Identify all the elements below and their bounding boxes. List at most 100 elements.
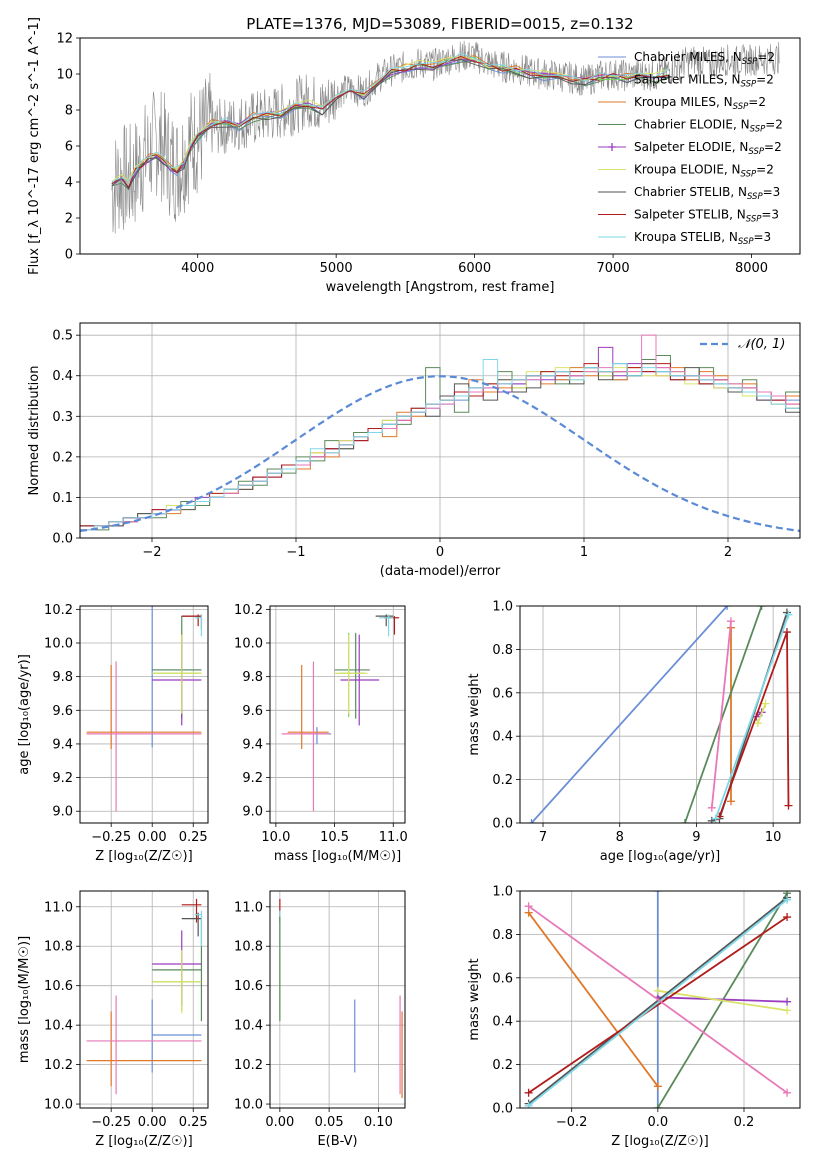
y-tick-label: 10.6 xyxy=(44,979,73,994)
weight-point xyxy=(653,986,662,995)
y-axis-label: Normed distribution xyxy=(27,366,42,496)
legend-label: Kroupa ELODIE, N xyxy=(634,163,741,177)
chart-residuals: −2 −1 0 1 2 0.0 0.1 0.2 0.3 0.4 0.5 (data-model)/er… xyxy=(27,322,801,579)
y-tick-label: 9.8 xyxy=(242,670,263,685)
weight-point xyxy=(680,819,689,823)
weight-line xyxy=(657,989,788,1012)
y-axis-label: Flux [f_λ 10^-17 erg cm^-2 s^-1 A^-1] xyxy=(27,17,42,275)
y-tick-label: 10.0 xyxy=(234,1098,263,1113)
legend-suffix: =2 xyxy=(756,73,774,87)
legend-label: Kroupa STELIB, N xyxy=(634,230,738,244)
legend-subscript: SSP xyxy=(733,102,749,112)
model-spectrum-line xyxy=(111,52,669,183)
legend-entry: Chabrier ELODIE, NSSP=2 xyxy=(634,118,783,135)
errorbar-plot-area xyxy=(279,898,403,1099)
x-axis-label: Z [log₁₀(Z/Z☉)] xyxy=(95,849,192,864)
y-tick-label: 10.2 xyxy=(44,603,73,618)
y-tick-label: 0.2 xyxy=(52,450,73,465)
y-tick-label: 10.2 xyxy=(234,1058,263,1073)
chart-massweight_vs_Z: −0.2 0.0 0.2 0.0 0.2 0.4 0.6 0.8 1.0 Z [log₁₀(Z/Z… xyxy=(467,885,801,1149)
legend-suffix: =2 xyxy=(764,140,782,154)
y-tick-label: 10.2 xyxy=(44,1058,73,1073)
gaussian-curve xyxy=(80,375,800,532)
legend-entry: Kroupa MILES, NSSP=2 xyxy=(634,95,766,112)
y-tick-label: 0.8 xyxy=(492,928,513,943)
y-tick-label: 1.0 xyxy=(492,885,513,900)
legend-label: Salpeter ELODIE, N xyxy=(634,140,748,154)
weight-line xyxy=(684,606,763,823)
x-tick-label: 0 xyxy=(436,545,444,560)
y-tick-label: 0 xyxy=(65,248,73,263)
y-tick-label: 10.2 xyxy=(234,603,263,618)
x-tick-label: 9 xyxy=(692,830,700,845)
y-tick-label: 10.0 xyxy=(234,637,263,652)
histogram-step xyxy=(80,359,800,538)
y-axis-label: mass [log₁₀(M/M☉)] xyxy=(17,936,32,1063)
weight-point xyxy=(524,1101,533,1108)
y-tick-label: 2 xyxy=(65,212,73,227)
legend-label: Kroupa MILES, N xyxy=(634,95,733,109)
weight-line xyxy=(528,898,788,1107)
y-tick-label: 0.3 xyxy=(52,410,73,425)
x-axis-label: mass [log₁₀(M/M☉)] xyxy=(274,849,401,864)
weight-line xyxy=(710,621,732,808)
weight-point xyxy=(524,902,533,911)
x-tick-label: −1 xyxy=(286,545,305,560)
weight-point xyxy=(653,1104,662,1108)
y-tick-label: 10.4 xyxy=(44,1019,73,1034)
legend-subscript: SSP xyxy=(750,125,766,135)
y-tick-label: 8 xyxy=(65,104,73,119)
legend-subscript: SSP xyxy=(741,80,757,90)
legend-entry: 𝒩(0, 1) xyxy=(738,337,785,352)
x-tick-label: 10.5 xyxy=(320,830,349,845)
weight-point xyxy=(783,997,792,1006)
legend-suffix: =3 xyxy=(754,230,772,244)
histogram-step xyxy=(80,367,800,538)
weight-line xyxy=(718,631,790,817)
chart-mass_vs_Z: −0.25 0.00 0.25 10.0 10.2 10.4 10.6 10.8 11.0 Z [… xyxy=(17,890,209,1149)
plot-frame xyxy=(269,890,406,1109)
x-axis-label: Z [log₁₀(Z/Z☉)] xyxy=(95,1134,192,1149)
y-tick-label: 0.5 xyxy=(52,329,73,344)
weight-point xyxy=(784,610,793,619)
y-tick-label: 10.4 xyxy=(234,1019,263,1034)
plot-frame xyxy=(79,605,209,824)
y-tick-label: 10.0 xyxy=(44,1098,73,1113)
chart-spectrum: 4000 5000 6000 7000 8000 0 2 4 6 8 10 12 wavelength … xyxy=(27,17,801,295)
legend-entry: Salpeter STELIB, NSSP=3 xyxy=(634,208,779,225)
y-tick-label: 6 xyxy=(65,140,73,155)
y-tick-label: 0.2 xyxy=(492,1058,513,1073)
legend-suffix: =2 xyxy=(765,118,783,132)
chart-massweight_vs_age: 7 8 9 10 0.0 0.2 0.4 0.6 0.8 1.0 age [log₁₀(age/yr… xyxy=(467,600,801,864)
x-tick-label: 0.10 xyxy=(364,1115,393,1130)
y-tick-label: 4 xyxy=(65,176,73,191)
y-tick-label: 9.6 xyxy=(52,704,73,719)
legend-suffix: =2 xyxy=(756,163,774,177)
y-tick-label: 0.1 xyxy=(52,491,73,506)
y-tick-label: 0.0 xyxy=(492,817,513,832)
weight-line xyxy=(528,916,788,1094)
chart-age_vs_mass: 10.0 10.5 11.0 9.0 9.2 9.4 9.6 9.8 10.0 10.2 mass … xyxy=(234,603,408,864)
y-tick-label: 10.8 xyxy=(44,940,73,955)
y-tick-label: 0.4 xyxy=(492,730,513,745)
x-tick-label: 6000 xyxy=(458,261,491,276)
x-axis-label: (data-model)/error xyxy=(380,564,501,579)
weight-line xyxy=(528,905,788,1094)
weight-point xyxy=(711,814,720,823)
y-axis-label: mass weight xyxy=(467,673,482,755)
weight-line xyxy=(657,996,788,1003)
legend-subscript: SSP xyxy=(741,170,757,180)
x-tick-label: 0.25 xyxy=(179,1115,208,1130)
x-tick-label: 10 xyxy=(765,830,782,845)
y-tick-label: 0.2 xyxy=(492,773,513,788)
histogram-step xyxy=(80,363,800,538)
weight-point xyxy=(783,1006,792,1015)
weight-line xyxy=(756,703,767,724)
legend-subscript: SSP xyxy=(747,192,763,202)
legend-entry: Salpeter MILES, NSSP=2 xyxy=(634,73,774,90)
x-tick-label: 0.00 xyxy=(265,1115,294,1130)
histogram-step xyxy=(80,371,800,538)
weight-plot-area xyxy=(524,891,792,1108)
